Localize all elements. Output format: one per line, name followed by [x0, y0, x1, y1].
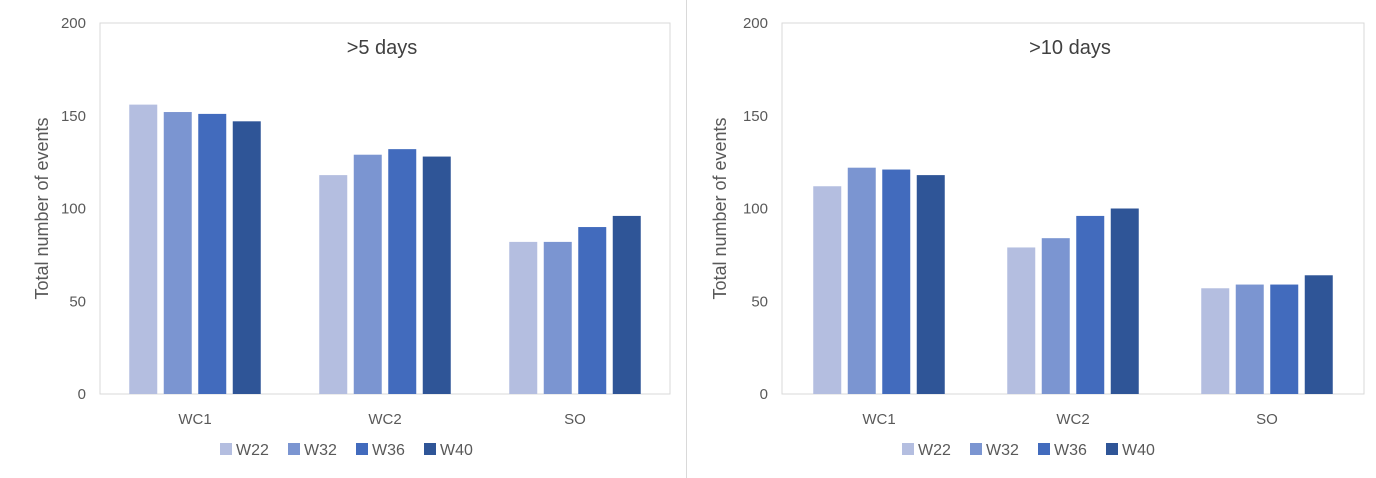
- bar-so-w32: [1235, 284, 1264, 394]
- y-tick-label: 100: [743, 201, 768, 218]
- bar-wc2-w22: [319, 175, 348, 394]
- legend-label: W22: [918, 442, 951, 459]
- bar-wc2-w36: [1076, 215, 1105, 394]
- bar-so-w40: [1304, 275, 1333, 394]
- y-tick-label: 0: [78, 386, 86, 403]
- legend-swatch: [1106, 443, 1118, 455]
- y-tick-label: 0: [760, 386, 768, 403]
- y-tick-label: 150: [743, 108, 768, 125]
- x-tick-label: WC2: [1056, 411, 1089, 428]
- bar-so-w36: [578, 227, 607, 394]
- y-tick-label: 150: [61, 108, 86, 125]
- bar-wc1-w36: [882, 169, 911, 394]
- bar-wc2-w40: [422, 156, 451, 394]
- bar-wc1-w36: [198, 113, 227, 395]
- chart-title: >10 days: [1029, 37, 1111, 59]
- bar-wc1-w32: [163, 112, 192, 394]
- bar-wc2-w36: [388, 149, 417, 394]
- chart-panel-left: 0 50 100 150 200 Total number of events >5 day…: [0, 0, 687, 478]
- legend-swatch: [220, 443, 232, 455]
- bar-wc1-w32: [847, 167, 876, 394]
- bar-wc2-w32: [1041, 238, 1070, 394]
- x-tick-label: WC1: [178, 411, 211, 428]
- plot-area: [781, 22, 1365, 395]
- chart-title: >5 days: [347, 37, 418, 59]
- y-tick-label: 200: [743, 15, 768, 32]
- legend-label: W22: [236, 442, 269, 459]
- legend-label: W40: [1122, 442, 1155, 459]
- legend-label: W32: [986, 442, 1019, 459]
- x-tick-label: SO: [1256, 411, 1278, 428]
- bar-so-w40: [612, 215, 641, 394]
- bar-so-w36: [1270, 284, 1299, 394]
- bar-wc1-w40: [232, 121, 261, 394]
- chart-panel-right: 0 50 100 150 200 Total number of events >10 da…: [686, 0, 1376, 478]
- bar-wc2-w32: [353, 154, 382, 394]
- legend-label: W32: [304, 442, 337, 459]
- legend-swatch: [1038, 443, 1050, 455]
- y-tick-label: 50: [69, 293, 86, 310]
- bar-wc1-w40: [916, 175, 945, 394]
- y-tick-label: 100: [61, 201, 86, 218]
- bar-chart-gt10-days: 0 50 100 150 200 Total number of events >10 da…: [710, 15, 1365, 459]
- bar-wc2-w40: [1110, 208, 1139, 394]
- x-tick-label: WC2: [368, 411, 401, 428]
- legend-swatch: [424, 443, 436, 455]
- legend-swatch: [902, 443, 914, 455]
- y-axis-title: Total number of events: [32, 117, 52, 299]
- bar-wc2-w22: [1007, 247, 1036, 394]
- plot-area: [99, 22, 671, 395]
- bar-wc1-w22: [813, 186, 842, 394]
- legend-label: W36: [1054, 442, 1087, 459]
- bar-so-w22: [509, 241, 538, 394]
- legend-label: W40: [440, 442, 473, 459]
- legend-swatch: [356, 443, 368, 455]
- y-axis-title: Total number of events: [710, 117, 730, 299]
- bar-so-w32: [543, 241, 572, 394]
- y-tick-label: 50: [751, 293, 768, 310]
- bar-chart-gt5-days: 0 50 100 150 200 Total number of events >5 day…: [32, 15, 671, 459]
- y-tick-label: 200: [61, 15, 86, 32]
- legend-label: W36: [372, 442, 405, 459]
- legend-swatch: [970, 443, 982, 455]
- x-tick-label: SO: [564, 411, 586, 428]
- legend-swatch: [288, 443, 300, 455]
- bar-so-w22: [1201, 288, 1230, 394]
- x-tick-label: WC1: [862, 411, 895, 428]
- bar-wc1-w22: [129, 104, 158, 395]
